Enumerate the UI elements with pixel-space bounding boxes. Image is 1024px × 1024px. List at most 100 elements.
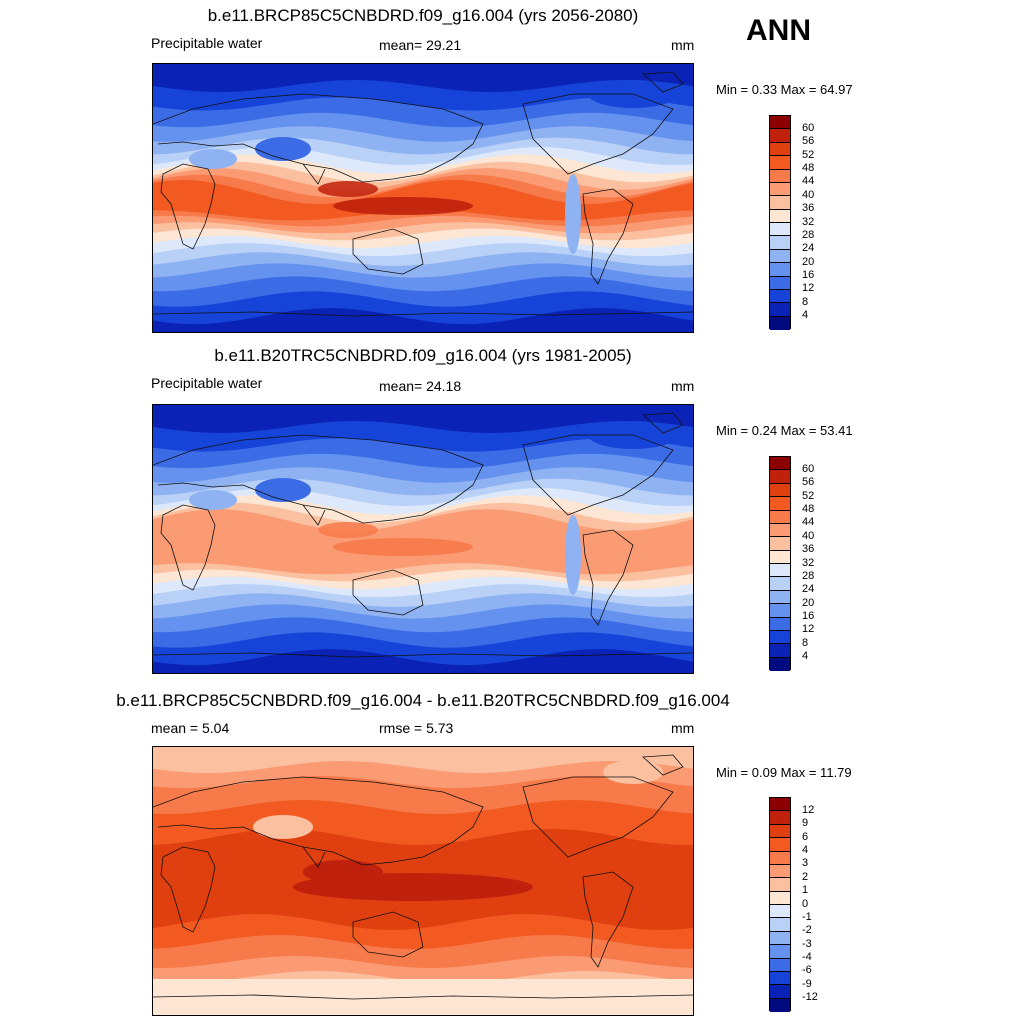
panel-2-units: mm (671, 378, 695, 394)
colorbar-tick-label: 16 (802, 610, 815, 622)
colorbar-swatch (770, 851, 790, 865)
colorbar-swatch (770, 303, 790, 317)
colorbar-tick-label: 4 (802, 309, 809, 322)
colorbar-swatch (770, 196, 790, 210)
colorbar-tick-label: 20 (802, 255, 815, 268)
colorbar-tick-label: 24 (802, 242, 815, 255)
colorbar-swatch (770, 523, 790, 538)
colorbar-tick-label: -9 (802, 977, 812, 990)
colorbar-swatch (770, 129, 790, 143)
colorbar-tick-label: -6 (802, 964, 812, 977)
colorbar-tick-label: 28 (802, 228, 815, 241)
colorbar-tick-label: 1 (802, 884, 809, 897)
colorbar-swatch (770, 798, 790, 812)
colorbar-swatch (770, 985, 790, 999)
colorbar-swatch (770, 918, 790, 932)
colorbar-swatch (770, 209, 790, 223)
panel-3-units: mm (671, 720, 695, 736)
colorbar-tick-label: 8 (802, 295, 809, 308)
colorbar-swatch (770, 590, 790, 605)
colorbar-swatch (770, 630, 790, 645)
panel-1-mean-label: mean= 29.21 (379, 37, 462, 53)
panel-1-minmax: Min = 0.33 Max = 64.97 (716, 82, 853, 97)
colorbar-swatch (770, 998, 790, 1012)
panel-3-title: b.e11.BRCP85C5CNBDRD.f09_g16.004 - b.e11… (116, 691, 730, 710)
colorbar-tick-label: 36 (802, 543, 815, 556)
colorbar-swatch (770, 116, 790, 130)
panel-3-map (152, 746, 694, 1016)
colorbar-swatch (770, 604, 790, 618)
colorbar-tick-label: 52 (802, 148, 815, 161)
colorbar-swatch (770, 470, 790, 484)
colorbar-swatch (770, 510, 790, 524)
colorbar-swatch (770, 263, 790, 277)
colorbar-tick-label: 44 (802, 516, 815, 529)
colorbar-tick-label: 32 (802, 215, 815, 228)
panel-3-colorbar (769, 797, 791, 1012)
colorbar-tick-label: 6 (802, 830, 809, 843)
colorbar-tick-label: 36 (802, 202, 815, 215)
colorbar-swatch (770, 289, 790, 304)
colorbar-swatch (770, 249, 790, 264)
panel-3-minmax: Min = 0.09 Max = 11.79 (716, 765, 852, 780)
colorbar-swatch (770, 182, 790, 197)
colorbar-swatch (770, 236, 790, 250)
colorbar-swatch (770, 550, 790, 564)
colorbar-tick-label: 12 (802, 623, 815, 636)
colorbar-tick-label: 8 (802, 636, 809, 649)
colorbar-swatch (770, 537, 790, 551)
colorbar-tick-label: 28 (802, 569, 815, 582)
colorbar-swatch (770, 223, 790, 237)
colorbar-tick-label: 12 (802, 803, 815, 816)
panel-1-units: mm (671, 37, 695, 53)
colorbar-tick-label: 12 (802, 282, 815, 295)
panel-1-title: b.e11.BRCP85C5CNBDRD.f09_g16.004 (yrs 20… (207, 6, 639, 25)
colorbar-swatch (770, 864, 790, 879)
colorbar-swatch (770, 497, 790, 511)
colorbar-tick-label: 4 (802, 650, 809, 663)
colorbar-tick-label: -2 (802, 924, 812, 937)
colorbar-swatch (770, 811, 790, 825)
colorbar-swatch (770, 276, 790, 290)
panel-3-mean-label: mean = 5.04 (151, 720, 230, 736)
colorbar-tick-label: 3 (802, 857, 809, 870)
colorbar-swatch (770, 617, 790, 631)
colorbar-swatch (770, 905, 790, 919)
season-label: ANN (746, 14, 811, 47)
colorbar-tick-label: 56 (802, 476, 815, 489)
colorbar-swatch (770, 457, 790, 471)
colorbar-tick-label: 0 (802, 897, 809, 910)
colorbar-swatch (770, 169, 790, 183)
panel-1-map (152, 63, 694, 333)
colorbar-tick-label: 48 (802, 162, 815, 174)
panel-2-title: b.e11.B20TRC5CNBDRD.f09_g16.004 (yrs 198… (214, 346, 632, 365)
colorbar-tick-label: 4 (802, 844, 809, 856)
colorbar-tick-label: -1 (802, 910, 812, 923)
colorbar-tick-label: 2 (802, 870, 809, 883)
panel-2-mean-label: mean= 24.18 (379, 378, 462, 394)
colorbar-tick-label: 16 (802, 269, 815, 281)
panel-2-minmax: Min = 0.24 Max = 53.41 (716, 423, 853, 438)
colorbar-swatch (770, 971, 790, 986)
colorbar-swatch (770, 931, 790, 946)
colorbar-tick-label: 52 (802, 489, 815, 502)
colorbar-swatch (770, 577, 790, 591)
colorbar-tick-label: 20 (802, 596, 815, 609)
colorbar-tick-label: 32 (802, 556, 815, 569)
panel-1-variable-label: Precipitable water (151, 35, 263, 51)
colorbar-swatch (770, 316, 790, 330)
colorbar-swatch (770, 142, 790, 157)
colorbar-swatch (770, 824, 790, 839)
panel-2-variable-label: Precipitable water (151, 375, 263, 391)
colorbar-tick-label: 60 (802, 121, 815, 134)
colorbar-swatch (770, 483, 790, 498)
colorbar-swatch (770, 564, 790, 578)
colorbar-tick-label: -12 (802, 991, 818, 1004)
colorbar-swatch (770, 891, 790, 905)
colorbar-tick-label: 24 (802, 583, 815, 596)
colorbar-tick-label: -4 (802, 951, 812, 963)
colorbar-swatch (770, 838, 790, 852)
panel-2-colorbar (769, 456, 791, 671)
panel-2-map (152, 404, 694, 674)
colorbar-tick-label: 60 (802, 462, 815, 475)
